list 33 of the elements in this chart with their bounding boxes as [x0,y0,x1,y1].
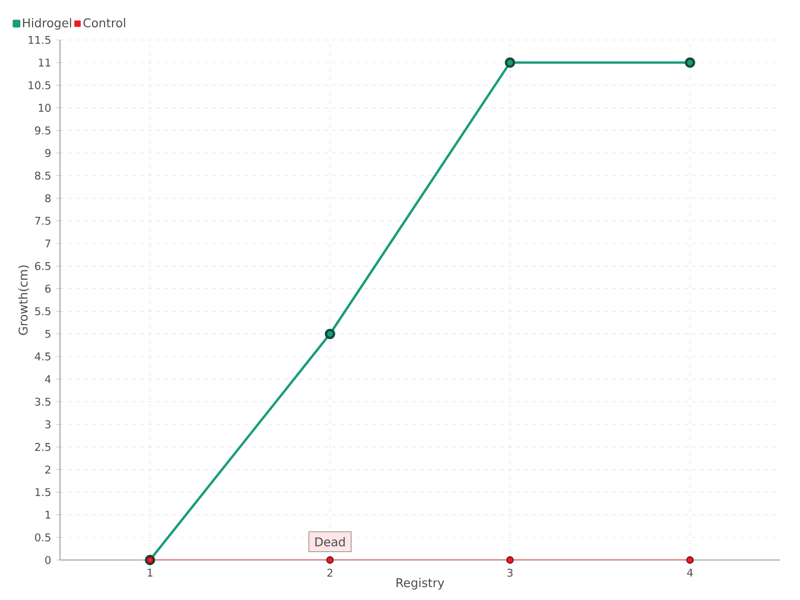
y-tick-label: 2.5 [35,442,50,451]
y-tick-label: 9.5 [34,126,50,134]
y-tick-label: 9 [45,148,51,158]
x-axis-title: Registry [396,578,444,590]
y-tick-label: 7.5 [35,216,50,225]
y-tick-label: 11 [38,58,50,66]
x-tick-label: 1 [148,568,152,576]
y-tick-label: 10 [38,104,51,112]
legend-label: Hidrogel [23,18,72,30]
y-tick-label: 0.5 [35,533,50,542]
annotation: Dead [315,537,345,546]
y-tick-label: 8.5 [35,172,50,180]
y-tick-label: 0 [45,556,51,564]
y-tick-label: 1 [46,510,50,519]
legend-label: Control [84,18,126,28]
y-axis-title: Growth(cm) [18,265,30,335]
x-tick-label: 4 [687,568,693,576]
y-tick-label: 1.5 [35,488,50,496]
y-tick-label: 5 [45,330,50,338]
y-tick-label: 6 [45,284,51,293]
y-tick-label: 11.5 [28,36,50,44]
y-tick-label: 6.5 [35,262,50,270]
y-tick-label: 4 [45,375,51,384]
y-tick-label: 5.5 [35,307,50,316]
y-tick-label: 3.5 [35,398,50,406]
y-tick-label: 7 [45,240,50,248]
y-tick-label: 4.5 [34,352,50,360]
y-tick-label: 10.5 [28,81,50,90]
y-tick-label: 3 [45,420,50,428]
x-tick-label: 3 [507,568,513,577]
x-tick-label: 2 [327,568,332,577]
y-tick-label: 2 [45,466,50,474]
y-tick-label: 8 [45,194,51,202]
